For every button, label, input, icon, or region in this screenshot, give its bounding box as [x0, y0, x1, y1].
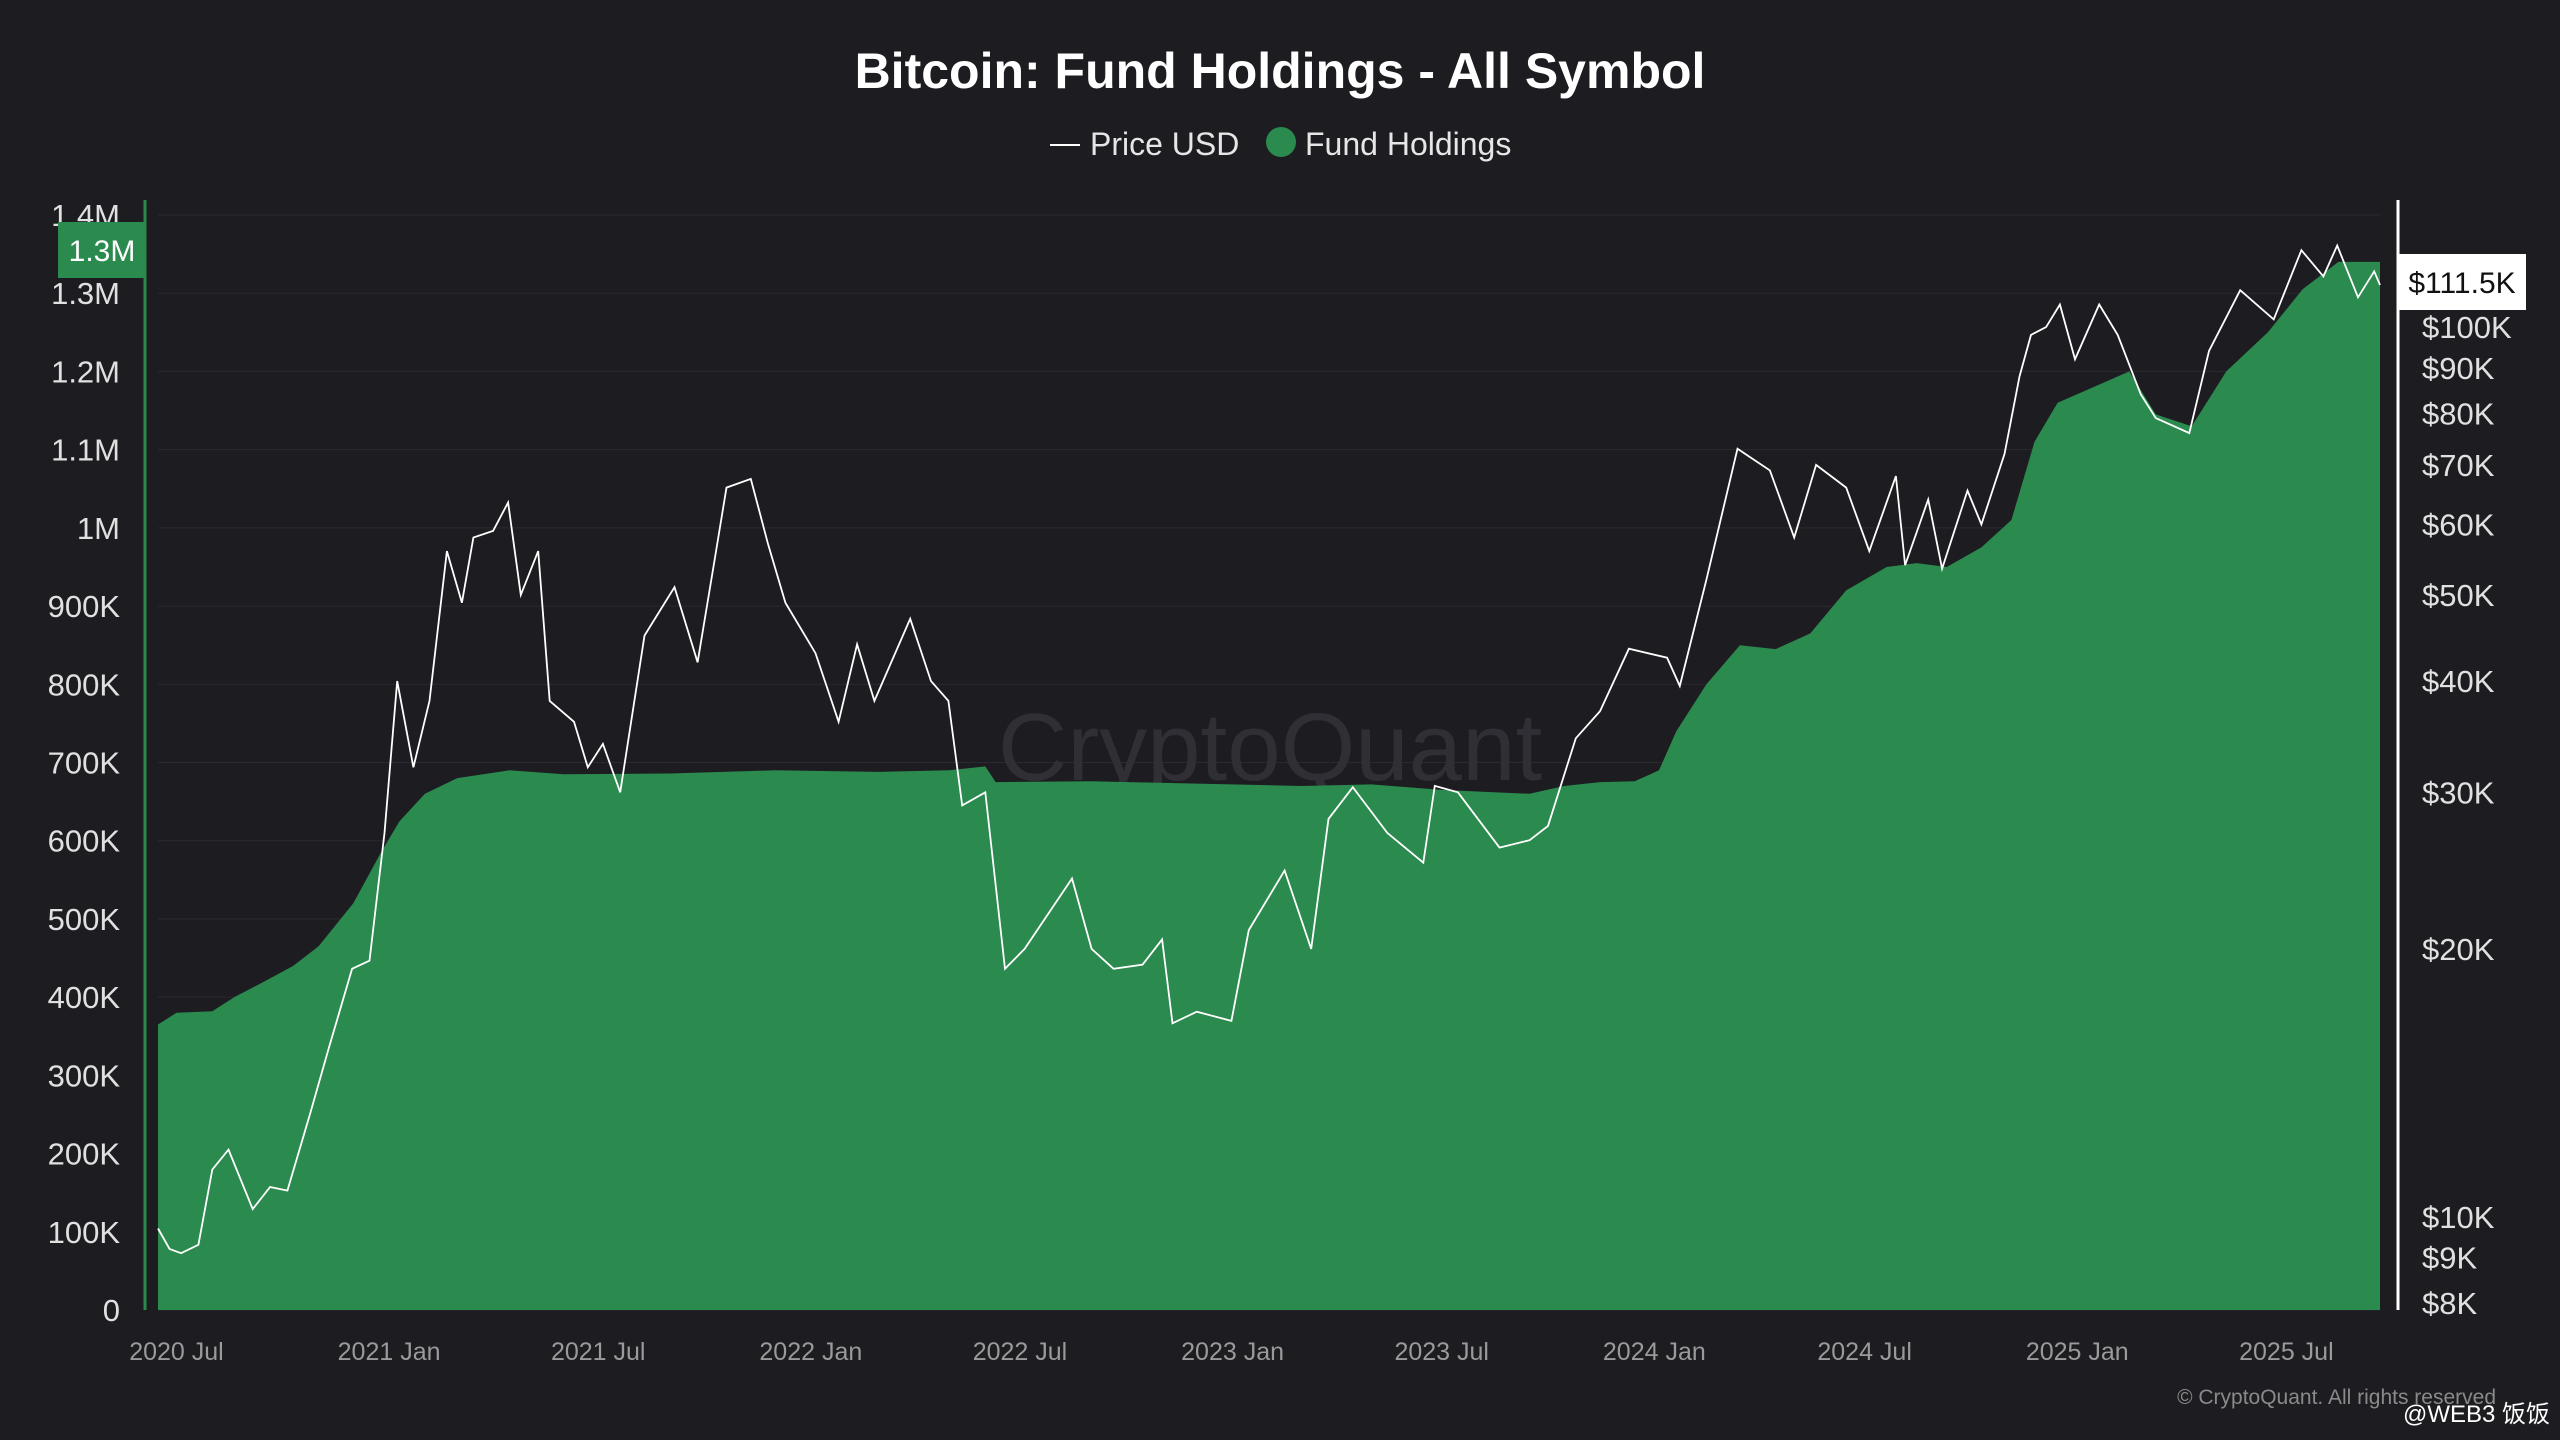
- x-tick-label: 2021 Jul: [551, 1338, 646, 1366]
- right-tick-label: $80K: [2422, 396, 2495, 431]
- x-axis-ticks: 2020 Jul 2021 Jan 2021 Jul 2022 Jan 2022 Jul…: [129, 1338, 2333, 1366]
- left-tick-label: 1M: [77, 511, 120, 546]
- right-tick-label: $9K: [2422, 1240, 2477, 1275]
- left-tick-label: 500K: [48, 902, 121, 937]
- left-tick-label: 1.1M: [51, 433, 120, 468]
- right-current-badge-bg: [2398, 254, 2526, 310]
- x-tick-label: 2023 Jul: [1394, 1338, 1489, 1366]
- left-tick-label: 300K: [48, 1058, 121, 1093]
- legend-item-fund-holdings[interactable]: Fund Holdings: [1266, 126, 1511, 162]
- x-tick-label: 2023 Jan: [1181, 1338, 1284, 1366]
- right-tick-label: $90K: [2422, 351, 2495, 386]
- x-tick-label: 2025 Jul: [2239, 1338, 2334, 1366]
- fund-holdings-area: [158, 261, 2380, 1310]
- right-tick-label: $8K: [2422, 1286, 2477, 1321]
- left-tick-label: 600K: [48, 824, 121, 859]
- right-tick-label: $20K: [2422, 932, 2495, 967]
- x-tick-label: 2024 Jan: [1603, 1338, 1706, 1366]
- x-tick-label: 2021 Jan: [338, 1338, 441, 1366]
- credit-text: © CryptoQuant. All rights reserved: [2177, 1386, 2496, 1409]
- right-axis-ticks: $8K $9K $10K $20K $30K $40K $50K $60K $70K $80K $9…: [2422, 310, 2512, 1321]
- right-tick-label: $10K: [2422, 1200, 2495, 1235]
- credit-overlay: @WEB3 饭饭: [2403, 1401, 2550, 1428]
- legend-label-fund-holdings: Fund Holdings: [1305, 126, 1511, 162]
- left-tick-label: 100K: [48, 1215, 121, 1250]
- left-tick-label: 200K: [48, 1137, 121, 1172]
- left-tick-label: 1.3M: [51, 276, 120, 311]
- left-tick-label: 0: [103, 1293, 120, 1328]
- right-tick-label: $100K: [2422, 310, 2512, 345]
- x-tick-label: 2025 Jan: [2026, 1338, 2129, 1366]
- left-tick-label: 800K: [48, 667, 121, 702]
- left-tick-label: 900K: [48, 589, 121, 624]
- right-tick-label: $50K: [2422, 578, 2495, 613]
- legend-dot-icon: [1266, 127, 1296, 157]
- left-tick-label: 1.2M: [51, 354, 120, 389]
- x-tick-label: 2022 Jan: [759, 1338, 862, 1366]
- price-line: [157, 243, 2381, 1255]
- legend: Price USD Fund Holdings: [1050, 126, 1511, 162]
- right-tick-label: $30K: [2422, 775, 2495, 810]
- chart-title: Bitcoin: Fund Holdings - All Symbol: [855, 43, 1706, 99]
- x-tick-label: 2022 Jul: [973, 1338, 1068, 1366]
- left-current-badge-bg: [58, 222, 146, 278]
- right-tick-label: $60K: [2422, 507, 2495, 542]
- x-tick-label: 2024 Jul: [1817, 1338, 1912, 1366]
- right-tick-label: $40K: [2422, 664, 2495, 699]
- legend-label-price: Price USD: [1090, 126, 1239, 162]
- right-current-label: $111.5K: [2408, 267, 2515, 300]
- left-current-value-badge: 1.3M: [58, 222, 146, 278]
- left-axis-ticks: 0 100K 200K 300K 400K 500K 600K 700K 800K 900K 1M 1…: [48, 198, 121, 1328]
- right-current-value-badge: $111.5K: [2398, 254, 2526, 310]
- x-tick-label: 2020 Jul: [129, 1338, 224, 1366]
- left-current-label: 1.3M: [69, 235, 136, 268]
- left-tick-label: 400K: [48, 980, 121, 1015]
- legend-item-price[interactable]: Price USD: [1050, 126, 1239, 162]
- right-tick-label: $70K: [2422, 448, 2495, 483]
- left-tick-label: 700K: [48, 746, 121, 781]
